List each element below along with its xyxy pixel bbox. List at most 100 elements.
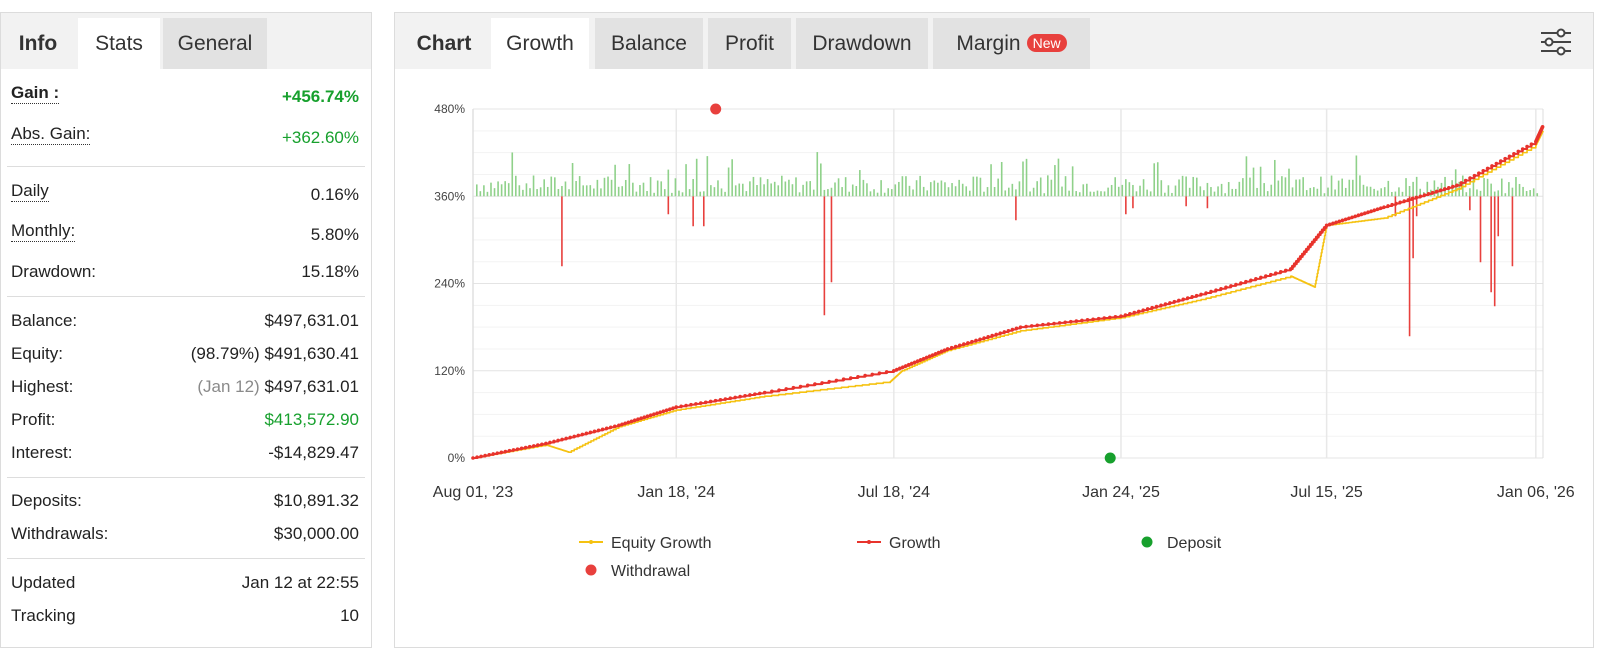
gain-bar bbox=[1000, 161, 1003, 197]
growth-point bbox=[978, 337, 982, 342]
growth-point bbox=[933, 351, 938, 356]
gain-bar bbox=[649, 177, 652, 197]
growth-point bbox=[487, 452, 492, 457]
gain-bar bbox=[1387, 180, 1390, 197]
gain-bar bbox=[727, 167, 730, 197]
growth-point bbox=[1296, 257, 1301, 262]
gain-bar bbox=[1114, 177, 1116, 197]
loss-bar bbox=[1497, 196, 1500, 237]
growth-chart: 0% 120% 240% 360% 480% Aug 01, '23 Jan 18, '24… bbox=[433, 102, 1575, 580]
highest-value: $497,631.01 bbox=[264, 377, 359, 396]
growth-point bbox=[1283, 268, 1288, 273]
monthly-label[interactable]: Monthly: bbox=[11, 221, 76, 242]
gain-bar bbox=[500, 184, 503, 197]
growth-point bbox=[645, 414, 650, 418]
gain-bar bbox=[1515, 177, 1517, 197]
tab-margin[interactable]: Margin New bbox=[933, 18, 1090, 69]
gain-bar bbox=[1536, 193, 1539, 197]
divider bbox=[7, 477, 365, 478]
growth-point bbox=[1459, 181, 1464, 185]
growth-point bbox=[1498, 159, 1503, 163]
growth-point bbox=[511, 448, 516, 452]
growth-point bbox=[848, 376, 853, 380]
sliders-icon[interactable] bbox=[1539, 27, 1573, 57]
chart-panel: Chart Growth Balance Profit Drawdown Mar… bbox=[394, 12, 1594, 648]
tab-profit[interactable]: Profit bbox=[708, 18, 791, 69]
gain-value: +456.74% bbox=[281, 87, 359, 106]
growth-point bbox=[1024, 324, 1028, 329]
growth-point bbox=[552, 439, 556, 444]
tab-balance[interactable]: Balance bbox=[595, 18, 703, 69]
gain-bar bbox=[1412, 181, 1414, 197]
gain-bar bbox=[965, 186, 968, 197]
gain-bar bbox=[529, 188, 531, 197]
growth-point bbox=[1472, 173, 1477, 178]
growth-point bbox=[1334, 220, 1338, 225]
tab-drawdown[interactable]: Drawdown bbox=[796, 18, 928, 69]
gain-bar bbox=[1132, 184, 1134, 197]
abs-gain-label[interactable]: Abs. Gain: bbox=[11, 124, 91, 145]
gain-bar bbox=[1018, 181, 1021, 197]
gain-bar bbox=[493, 188, 496, 197]
tab-chart[interactable]: Chart bbox=[416, 32, 472, 55]
growth-point bbox=[491, 452, 496, 456]
growth-point bbox=[777, 388, 781, 392]
gain-bar bbox=[834, 182, 836, 197]
growth-point bbox=[1204, 291, 1208, 295]
gain-bar bbox=[1054, 165, 1056, 197]
gain-bar bbox=[1096, 190, 1099, 197]
growth-point bbox=[1394, 201, 1398, 206]
growth-point bbox=[718, 398, 723, 402]
growth-point bbox=[927, 354, 932, 359]
gain-bar bbox=[593, 188, 595, 197]
growth-point bbox=[877, 371, 882, 375]
growth-point bbox=[1269, 272, 1273, 277]
growth-point bbox=[798, 384, 803, 389]
gain-bar bbox=[1160, 180, 1163, 197]
growth-point bbox=[664, 408, 669, 412]
gain-label[interactable]: Gain : bbox=[11, 83, 60, 104]
tab-info[interactable]: Info bbox=[18, 32, 58, 55]
growth-point bbox=[1244, 279, 1248, 284]
gain-bar bbox=[993, 187, 996, 197]
gain-bar bbox=[809, 181, 811, 197]
growth-point bbox=[613, 424, 617, 429]
gain-bar bbox=[1039, 177, 1042, 197]
growth-point bbox=[998, 331, 1003, 335]
gain-bar bbox=[1100, 191, 1102, 197]
gain-bar bbox=[1231, 188, 1234, 197]
growth-point bbox=[576, 433, 581, 438]
gain-bar bbox=[507, 183, 510, 197]
gain-bar bbox=[646, 190, 648, 197]
gain-bar bbox=[1426, 181, 1429, 197]
gain-bar bbox=[1469, 188, 1471, 197]
daily-label[interactable]: Daily bbox=[11, 181, 49, 202]
tab-stats[interactable]: Stats bbox=[78, 18, 160, 69]
gain-bar bbox=[1401, 191, 1404, 197]
gain-bar bbox=[731, 159, 733, 197]
growth-point bbox=[892, 368, 896, 373]
gain-bar bbox=[1391, 191, 1393, 197]
growth-point bbox=[1224, 285, 1228, 290]
gain-bar bbox=[1252, 167, 1255, 197]
gain-bar bbox=[561, 186, 563, 197]
growth-point bbox=[1318, 230, 1323, 235]
gain-bar bbox=[958, 179, 960, 197]
interest-value: -$14,829.47 bbox=[268, 443, 359, 462]
tracking-label: Tracking bbox=[11, 606, 76, 625]
growth-point bbox=[1327, 222, 1332, 227]
growth-point bbox=[856, 375, 860, 379]
gain-bar bbox=[851, 184, 854, 197]
gain-bar bbox=[912, 189, 914, 197]
gain-bar bbox=[1103, 191, 1106, 197]
abs-gain-value: +362.60% bbox=[281, 128, 359, 147]
highest-date: (Jan 12) bbox=[197, 377, 260, 396]
gain-bar bbox=[1291, 187, 1294, 197]
growth-point bbox=[1172, 299, 1177, 304]
growth-point bbox=[966, 341, 970, 345]
growth-point bbox=[936, 350, 941, 355]
tab-general[interactable]: General bbox=[163, 18, 267, 69]
tab-growth[interactable]: Growth bbox=[491, 18, 589, 69]
growth-point bbox=[1477, 171, 1481, 176]
gain-bar bbox=[1344, 187, 1347, 197]
